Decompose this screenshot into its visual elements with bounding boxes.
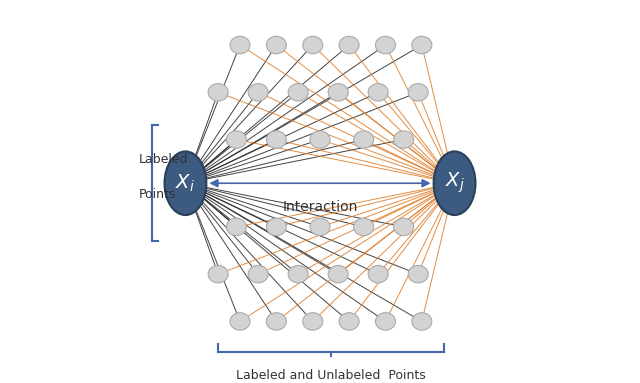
Ellipse shape bbox=[354, 218, 374, 236]
Text: Labeled: Labeled bbox=[138, 153, 188, 166]
Text: $X_i$: $X_i$ bbox=[175, 173, 195, 194]
Ellipse shape bbox=[354, 131, 374, 148]
Text: Interaction: Interaction bbox=[282, 200, 358, 214]
Ellipse shape bbox=[408, 83, 428, 101]
Ellipse shape bbox=[208, 83, 228, 101]
Ellipse shape bbox=[288, 83, 308, 101]
Ellipse shape bbox=[266, 36, 286, 54]
Ellipse shape bbox=[310, 131, 330, 148]
Ellipse shape bbox=[339, 36, 359, 54]
Ellipse shape bbox=[266, 218, 286, 236]
Ellipse shape bbox=[368, 265, 388, 283]
Ellipse shape bbox=[288, 265, 308, 283]
Text: Labeled and Unlabeled  Points: Labeled and Unlabeled Points bbox=[236, 370, 426, 383]
Ellipse shape bbox=[368, 83, 388, 101]
Ellipse shape bbox=[310, 218, 330, 236]
Ellipse shape bbox=[227, 131, 246, 148]
Ellipse shape bbox=[248, 265, 268, 283]
Text: $X_j$: $X_j$ bbox=[445, 171, 465, 195]
Ellipse shape bbox=[394, 131, 413, 148]
Ellipse shape bbox=[412, 36, 432, 54]
Ellipse shape bbox=[164, 151, 206, 215]
Ellipse shape bbox=[339, 313, 359, 330]
Ellipse shape bbox=[208, 265, 228, 283]
Ellipse shape bbox=[376, 36, 396, 54]
Ellipse shape bbox=[303, 313, 323, 330]
Ellipse shape bbox=[303, 36, 323, 54]
Ellipse shape bbox=[412, 313, 432, 330]
Ellipse shape bbox=[328, 83, 348, 101]
Ellipse shape bbox=[266, 313, 286, 330]
Ellipse shape bbox=[408, 265, 428, 283]
Ellipse shape bbox=[394, 218, 413, 236]
Ellipse shape bbox=[328, 265, 348, 283]
Text: Points: Points bbox=[138, 188, 176, 201]
Ellipse shape bbox=[230, 313, 250, 330]
Ellipse shape bbox=[376, 313, 396, 330]
Ellipse shape bbox=[227, 218, 246, 236]
Ellipse shape bbox=[248, 83, 268, 101]
Ellipse shape bbox=[230, 36, 250, 54]
Ellipse shape bbox=[434, 151, 476, 215]
Ellipse shape bbox=[266, 131, 286, 148]
